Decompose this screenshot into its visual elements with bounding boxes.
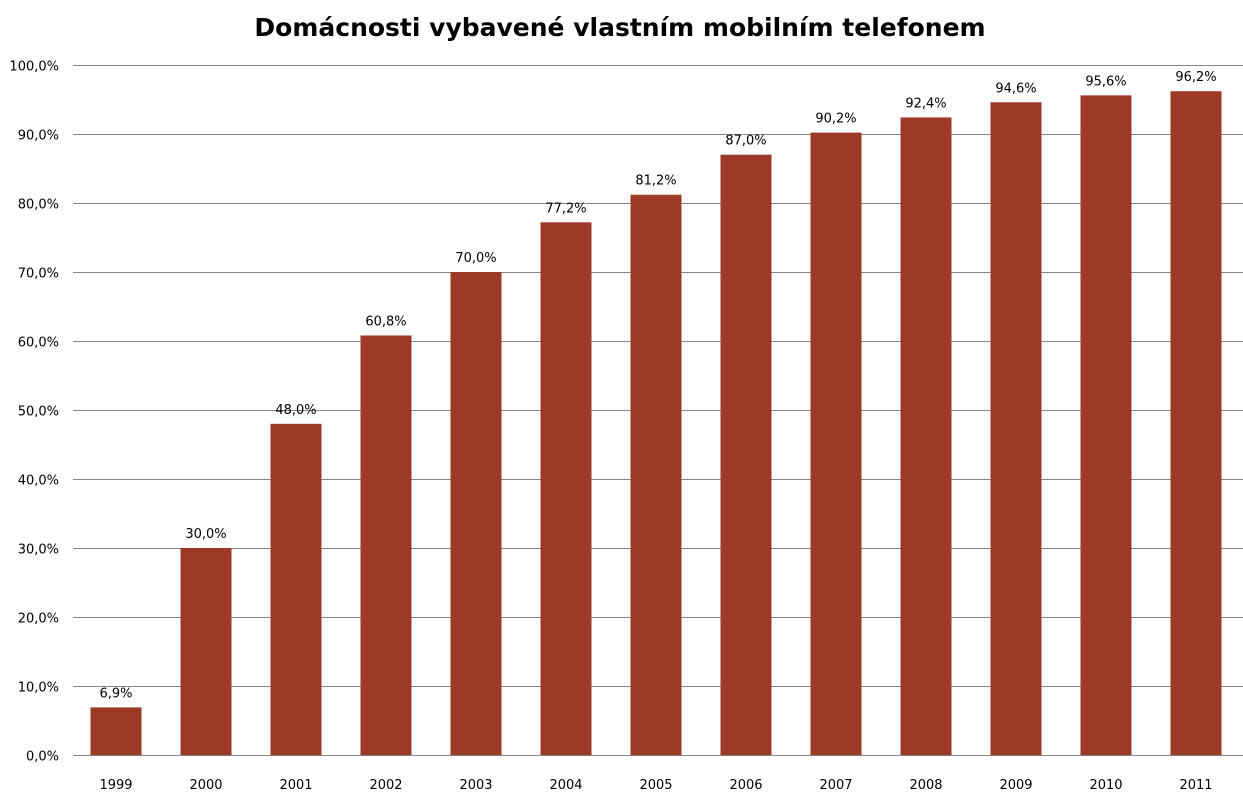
y-tick-label: 90,0% [18,129,59,144]
data-label: 77,2% [545,201,586,216]
bar-2005 [630,194,682,756]
bar-2011 [1170,91,1222,756]
x-tick-label: 2010 [1089,778,1122,793]
x-tick-label: 2007 [819,778,852,793]
chart-title: Domácnosti vybavené vlastním mobilním te… [254,13,985,42]
x-tick-label: 2004 [549,778,582,793]
bar-2007 [810,132,862,755]
data-label: 92,4% [905,96,946,111]
x-tick-label: 2001 [279,778,312,793]
y-tick-label: 10,0% [18,681,59,696]
data-label: 30,0% [185,527,226,542]
bar-2002 [360,335,412,755]
data-label: 60,8% [365,314,406,329]
data-label: 70,0% [455,251,496,266]
x-tick-label: 1999 [99,778,132,793]
x-tick-label: 2011 [1179,778,1212,793]
bar-2006 [720,154,772,755]
y-tick-label: 80,0% [18,198,59,213]
y-tick-label: 60,0% [18,336,59,351]
x-tick-label: 2000 [189,778,222,793]
x-tick-label: 2002 [369,778,402,793]
data-label: 90,2% [815,112,856,127]
x-tick-label: 2003 [459,778,492,793]
y-tick-label: 0,0% [26,750,59,765]
bar-2001 [270,423,322,755]
data-label: 87,0% [725,134,766,149]
y-tick-label: 100,0% [9,60,59,75]
x-tick-label: 2008 [909,778,942,793]
data-label: 95,6% [1085,74,1126,89]
data-label: 6,9% [99,686,132,701]
x-tick-label: 2006 [729,778,762,793]
x-tick-label: 2009 [999,778,1032,793]
bar-2009 [990,102,1042,755]
y-tick-label: 70,0% [18,267,59,282]
bar-2004 [540,222,592,755]
data-label: 81,2% [635,174,676,189]
data-label: 96,2% [1175,70,1216,85]
bar-2008 [900,117,952,755]
bar-2003 [450,272,502,755]
x-tick-label: 2005 [639,778,672,793]
bar-2010 [1080,95,1132,756]
bar-2000 [180,548,232,755]
y-tick-label: 50,0% [18,405,59,420]
y-tick-label: 20,0% [18,612,59,627]
y-tick-label: 30,0% [18,543,59,558]
bar-1999 [90,707,142,755]
y-tick-label: 40,0% [18,474,59,489]
data-label: 48,0% [275,403,316,418]
data-label: 94,6% [995,81,1036,96]
